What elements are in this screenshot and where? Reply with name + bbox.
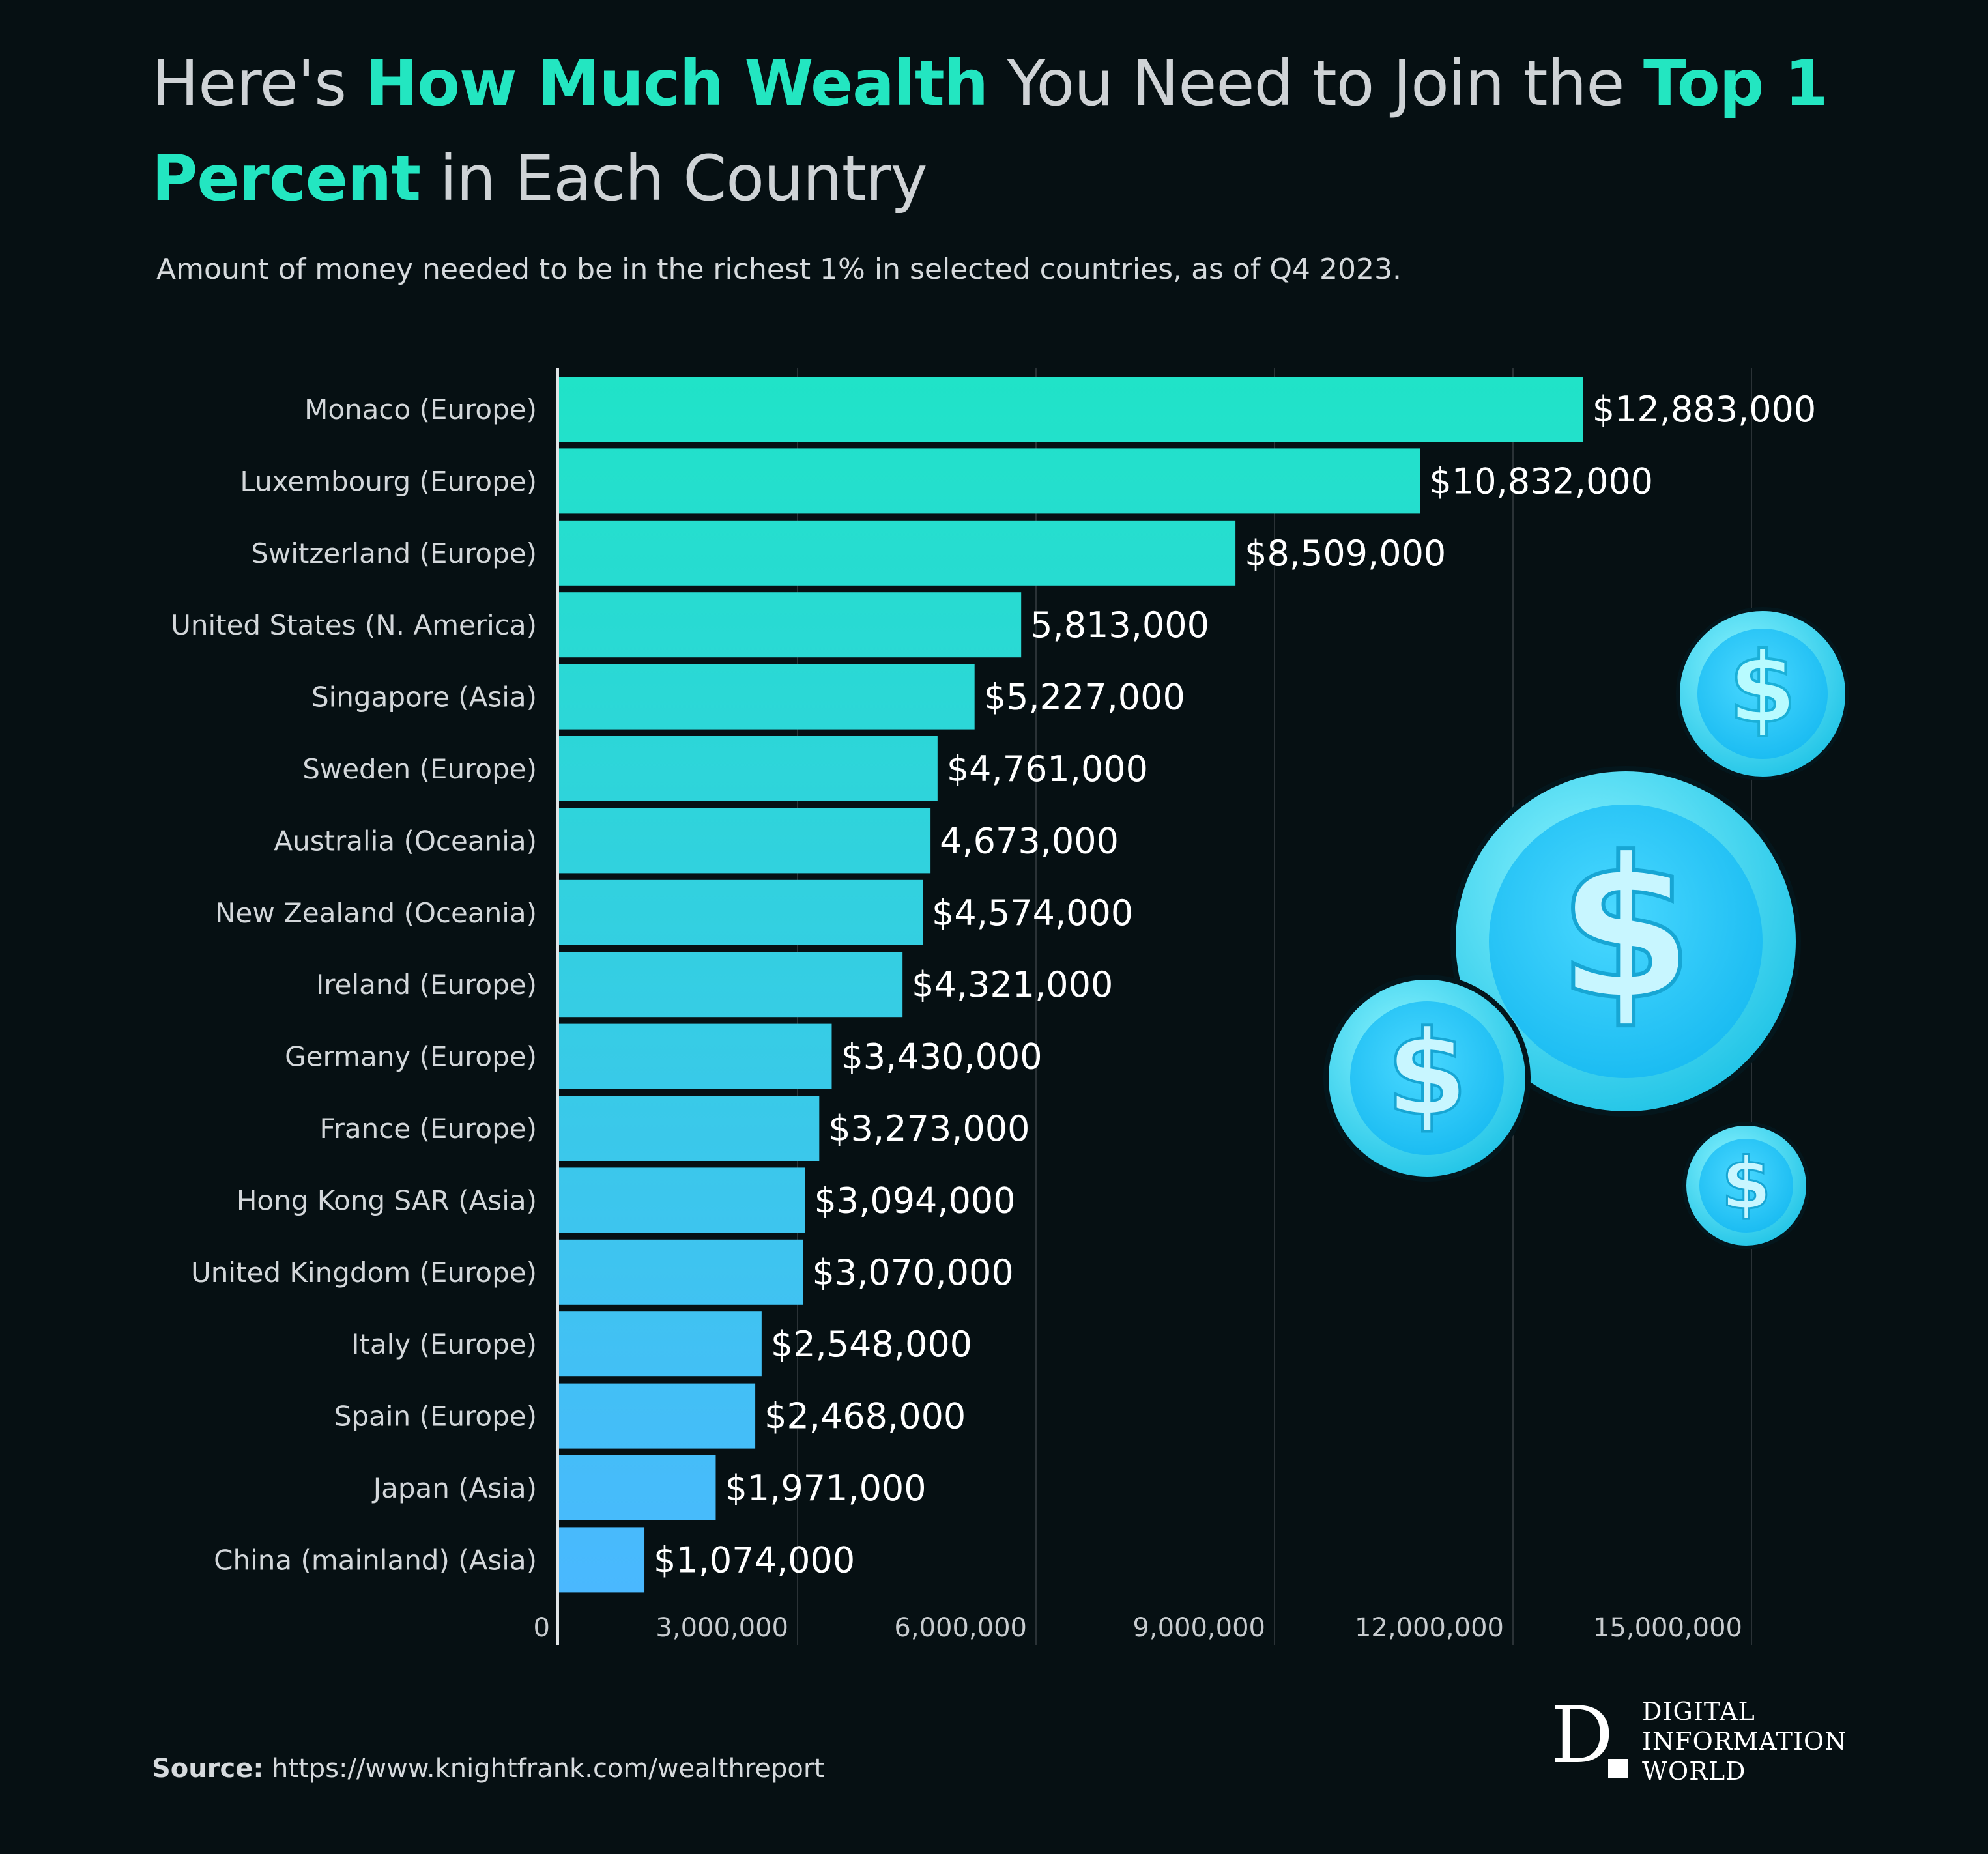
logo-text: DIGITAL INFORMATION WORLD: [1642, 1696, 1847, 1786]
value-label: 4,673,000: [940, 820, 1119, 861]
bar: [559, 1383, 756, 1449]
category-label: Spain (Europe): [334, 1401, 537, 1433]
svg-text:$: $: [1729, 632, 1796, 745]
value-label: $3,430,000: [841, 1036, 1042, 1077]
category-label: United Kingdom (Europe): [191, 1257, 537, 1289]
bar-chart: Monaco (Europe) Luxembourg (Europe) Switze…: [171, 368, 1816, 1645]
title-part-3: You Need to Join the: [988, 47, 1643, 120]
category-label: Luxembourg (Europe): [240, 465, 537, 497]
category-label: Switzerland (Europe): [251, 537, 537, 569]
bar: [559, 736, 938, 801]
value-label: $3,094,000: [814, 1180, 1015, 1221]
dollar-coin-icon: $: [1323, 975, 1531, 1182]
category-label: Italy (Europe): [351, 1328, 537, 1360]
category-label: Singapore (Asia): [311, 681, 537, 713]
dollar-coin-icon: $: [1450, 766, 1801, 1117]
bar: [559, 377, 1583, 442]
bar: [559, 952, 903, 1018]
bar: [559, 879, 923, 945]
bar: [559, 592, 1022, 658]
bars-group: [559, 377, 1583, 1593]
value-label: $1,971,000: [725, 1468, 926, 1509]
bar: [559, 1239, 803, 1305]
bar: [559, 1527, 645, 1593]
value-label: 5,813,000: [1030, 605, 1209, 646]
value-label: $12,883,000: [1592, 389, 1817, 430]
svg-text:$: $: [1386, 1006, 1467, 1142]
title-part-1: Here's: [152, 47, 366, 120]
brand-logo: D DIGITAL INFORMATION WORLD: [1551, 1694, 1851, 1791]
category-label: Japan (Asia): [371, 1472, 537, 1504]
source-note: Source: https://www.knightfrank.com/weal…: [152, 1754, 824, 1784]
x-tick-label: 0: [534, 1613, 550, 1643]
svg-text:$: $: [1721, 1142, 1772, 1225]
bar: [559, 448, 1420, 514]
source-url: https://www.knightfrank.com/wealthreport: [272, 1754, 824, 1784]
category-label: China (mainland) (Asia): [214, 1544, 537, 1576]
category-label: Ireland (Europe): [316, 969, 537, 1001]
bar: [559, 1455, 716, 1520]
x-tick-label: 12,000,000: [1355, 1613, 1504, 1643]
logo-line-3: WORLD: [1642, 1757, 1746, 1786]
category-label: United States (N. America): [171, 609, 537, 641]
x-tick-label: 15,000,000: [1593, 1613, 1742, 1643]
value-label: $8,509,000: [1245, 533, 1446, 574]
value-labels: $12,883,000 $10,832,000 $8,509,000 5,813,00…: [654, 389, 1816, 1580]
logo-line-1: DIGITAL: [1642, 1697, 1755, 1726]
value-label: $4,574,000: [932, 892, 1133, 934]
title-part-5: in Each Country: [420, 142, 928, 215]
dollar-coin-icon: $: [1676, 607, 1849, 780]
category-label: France (Europe): [320, 1113, 537, 1145]
title-highlight-2: Top 1 Percent: [152, 47, 1828, 215]
value-label: $1,074,000: [654, 1539, 855, 1580]
category-labels: Monaco (Europe) Luxembourg (Europe) Switze…: [171, 393, 537, 1576]
value-label: $2,548,000: [771, 1324, 972, 1365]
logo-line-2: INFORMATION: [1642, 1727, 1847, 1756]
logo-letter: D: [1551, 1690, 1614, 1781]
x-axis-tick-labels: 0 3,000,000 6,000,000 9,000,000 12,000,000 15…: [534, 1613, 1742, 1643]
value-label: $4,761,000: [947, 749, 1148, 790]
value-label: $3,070,000: [813, 1252, 1014, 1293]
value-label: $10,832,000: [1430, 461, 1654, 502]
bar: [559, 520, 1236, 586]
value-label: $3,273,000: [828, 1108, 1030, 1149]
bar: [559, 664, 975, 730]
value-label: $4,321,000: [912, 964, 1113, 1005]
category-label: Germany (Europe): [285, 1041, 537, 1073]
value-label: $2,468,000: [764, 1396, 966, 1437]
category-label: Hong Kong SAR (Asia): [237, 1184, 537, 1216]
bar: [559, 1167, 805, 1233]
chart-subtitle: Amount of money needed to be in the rich…: [156, 253, 1402, 286]
source-label: Source:: [152, 1754, 264, 1784]
value-label: $5,227,000: [984, 677, 1185, 718]
title-highlight-1: How Much Wealth: [365, 47, 988, 120]
x-tick-label: 9,000,000: [1132, 1613, 1265, 1643]
category-label: Australia (Oceania): [274, 825, 537, 857]
logo-square-icon: [1608, 1759, 1628, 1778]
dollar-coin-icon: $: [1682, 1122, 1810, 1249]
category-label: Monaco (Europe): [304, 393, 537, 425]
coin-decoration: $ $ $ $: [1323, 607, 1849, 1249]
chart-title: Here's How Much Wealth You Need to Join …: [152, 36, 1879, 226]
x-tick-label: 3,000,000: [655, 1613, 788, 1643]
bar: [559, 808, 931, 874]
svg-text:$: $: [1558, 816, 1694, 1043]
bar: [559, 1023, 832, 1089]
x-tick-label: 6,000,000: [894, 1613, 1027, 1643]
bar: [559, 1096, 820, 1161]
bar: [559, 1311, 762, 1377]
category-label: Sweden (Europe): [302, 753, 537, 785]
category-label: New Zealand (Oceania): [215, 897, 537, 929]
